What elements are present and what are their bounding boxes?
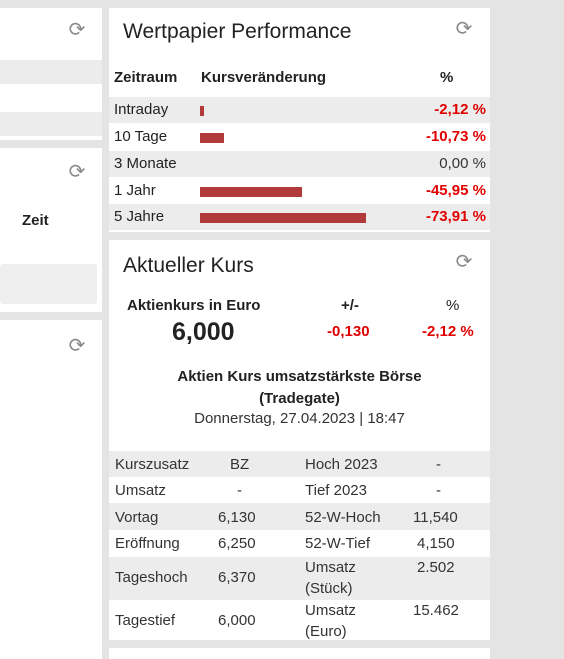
quote-row: Tageshoch 6,370 Umsatz (Stück) 2.502: [109, 557, 490, 600]
quote-value: 6,370: [218, 569, 256, 586]
period-label: 1 Jahr: [114, 182, 156, 199]
quote-label-unit: (Stück): [305, 580, 353, 597]
refresh-icon[interactable]: ⟳: [455, 249, 473, 273]
quote-value: -: [237, 482, 242, 499]
performance-title: Wertpapier Performance: [123, 20, 352, 43]
change-value: -0,130: [327, 323, 370, 340]
quote-label: Vortag: [115, 509, 159, 526]
quote-label: Tageshoch: [115, 569, 188, 586]
left-panel-row: [0, 60, 102, 84]
next-panel: [109, 648, 490, 659]
change-value: -2,12 %: [434, 101, 486, 118]
change-value: -73,91 %: [425, 208, 486, 225]
performance-row: 3 Monate 0,00 %: [109, 151, 490, 177]
period-label: 5 Jahre: [114, 208, 165, 225]
change-bar: [200, 213, 366, 223]
quote-row: Umsatz - Tief 2023 -: [109, 477, 490, 503]
quote-value: 6,000: [218, 612, 256, 629]
current-price-title: Aktueller Kurs: [123, 254, 254, 277]
header-change: Kursveränderung: [201, 69, 327, 86]
quote-value: 6,250: [218, 535, 256, 552]
period-label: Intraday: [114, 101, 169, 118]
quote-value: 6,130: [218, 509, 256, 526]
performance-row: Intraday -2,12 %: [109, 97, 490, 123]
quote-label: Hoch 2023: [305, 456, 378, 473]
change-value: 0,00 %: [439, 155, 486, 172]
period-label: 10 Tage: [114, 128, 168, 145]
left-panel-row: [0, 112, 102, 136]
quote-label: Tagestief: [115, 612, 176, 629]
performance-panel: Wertpapier Performance ⟳ Zeitraum Kursve…: [109, 8, 490, 232]
left-panel-box: [0, 264, 97, 304]
price-label: Aktienkurs in Euro: [127, 297, 261, 314]
exchange-name: (Tradegate): [259, 390, 340, 407]
refresh-icon[interactable]: ⟳: [68, 159, 86, 183]
quote-label-unit: (Euro): [305, 623, 347, 640]
quote-label: Eröffnung: [115, 535, 180, 552]
change-bar: [200, 133, 224, 143]
change-bar: [200, 187, 302, 197]
quote-value: BZ: [230, 456, 250, 473]
change-bar: [200, 106, 204, 116]
quote-label: Tief 2023: [305, 482, 367, 499]
column-header-zeit: Zeit: [22, 212, 49, 229]
quote-value: 4,150: [417, 535, 455, 552]
quote-value: 15.462: [413, 602, 459, 619]
change-value: -10,73 %: [425, 128, 486, 145]
quote-row: Eröffnung 6,250 52-W-Tief 4,150: [109, 530, 490, 557]
change-label: +/-: [341, 297, 359, 314]
quote-row: Tagestief 6,000 Umsatz (Euro) 15.462: [109, 600, 490, 640]
change-value: -45,95 %: [425, 182, 486, 199]
current-price-panel: Aktueller Kurs ⟳ Aktienkurs in Euro 6,00…: [109, 240, 490, 640]
quote-label: 52-W-Hoch: [305, 509, 381, 526]
refresh-icon[interactable]: ⟳: [455, 16, 473, 40]
performance-header: Zeitraum Kursveränderung %: [109, 69, 490, 89]
header-period: Zeitraum: [114, 69, 178, 86]
quote-value: -: [436, 456, 441, 473]
refresh-icon[interactable]: ⟳: [68, 17, 86, 41]
quote-value: 2.502: [417, 559, 455, 576]
percent-label: %: [446, 297, 460, 314]
quote-label: Kurszusatz: [115, 456, 190, 473]
price-value: 6,000: [172, 318, 235, 346]
left-panel-1: ⟳: [0, 8, 102, 140]
quote-label: Umsatz: [305, 559, 356, 576]
performance-row: 10 Tage -10,73 %: [109, 124, 490, 150]
quote-datetime: Donnerstag, 27.04.2023 | 18:47: [194, 410, 405, 427]
quote-value: -: [436, 482, 441, 499]
quote-label: Umsatz: [115, 482, 166, 499]
quote-row: Vortag 6,130 52-W-Hoch 11,540: [109, 503, 490, 530]
quote-label: 52-W-Tief: [305, 535, 371, 552]
exchange-title: Aktien Kurs umsatzstärkste Börse: [177, 368, 422, 385]
refresh-icon[interactable]: ⟳: [68, 333, 86, 357]
period-label: 3 Monate: [114, 155, 177, 172]
left-panel-2: ⟳ Zeit: [0, 148, 102, 312]
percent-value: -2,12 %: [422, 323, 474, 340]
header-percent: %: [440, 69, 454, 86]
quote-row: Kurszusatz BZ Hoch 2023 -: [109, 451, 490, 477]
performance-row: 1 Jahr -45,95 %: [109, 178, 490, 204]
left-panel-3: ⟳: [0, 320, 102, 659]
performance-row: 5 Jahre -73,91 %: [109, 204, 490, 230]
quote-label: Umsatz: [305, 602, 356, 619]
quote-value: 11,540: [413, 509, 458, 526]
